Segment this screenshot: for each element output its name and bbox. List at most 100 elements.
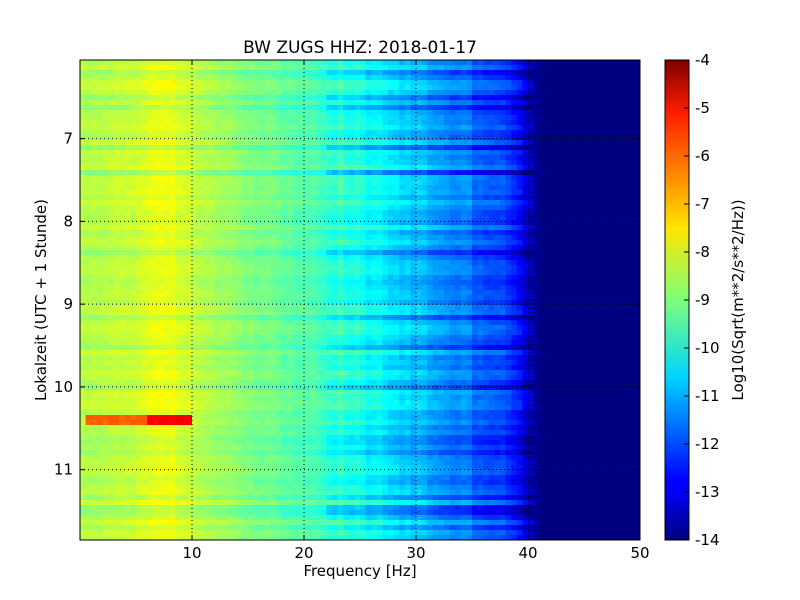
heatmap-cell [539,85,546,91]
heatmap-cell [164,235,171,241]
heatmap-cell [516,120,523,126]
heatmap-cell [208,110,215,116]
heatmap-cell [365,200,372,206]
heatmap-cell [264,60,271,66]
heatmap-cell [242,120,249,126]
heatmap-cell [292,120,299,126]
heatmap-cell [416,60,423,66]
heatmap-cell [147,145,154,151]
heatmap-cell [477,140,484,146]
heatmap-cell [147,100,154,106]
heatmap-cell [606,115,613,121]
heatmap-cell [388,165,395,171]
heatmap-cell [124,205,131,211]
heatmap-cell [421,215,428,221]
heatmap-cell [528,255,535,261]
heatmap-cell [421,230,428,236]
heatmap-cell [169,250,176,256]
heatmap-cell [231,290,238,296]
heatmap-cell [444,230,451,236]
heatmap-cell [550,130,557,136]
heatmap-cell [192,165,199,171]
heatmap-cell [248,195,255,201]
heatmap-cell [382,285,389,291]
heatmap-cell [253,100,260,106]
heatmap-cell [382,200,389,206]
heatmap-cell [264,260,271,266]
heatmap-cell [365,95,372,101]
heatmap-cell [371,210,378,216]
heatmap-cell [427,175,434,181]
heatmap-cell [354,65,361,71]
heatmap-cell [253,260,260,266]
heatmap-cell [315,270,322,276]
heatmap-cell [208,190,215,196]
heatmap-cell [348,145,355,151]
heatmap-cell [449,285,456,291]
heatmap-cell [141,75,148,81]
heatmap-cell [192,305,199,311]
heatmap-cell [108,195,115,201]
heatmap-cell [197,300,204,306]
heatmap-cell [399,205,406,211]
heatmap-cell [511,85,518,91]
heatmap-cell [136,240,143,246]
heatmap-cell [102,290,109,296]
heatmap-cell [455,240,462,246]
heatmap-cell [438,150,445,156]
heatmap-cell [472,80,479,86]
heatmap-cell [253,275,260,281]
heatmap-cell [91,75,98,81]
heatmap-cell [169,215,176,221]
heatmap-cell [399,295,406,301]
heatmap-cell [410,95,417,101]
heatmap-cell [584,60,591,66]
heatmap-cell [589,75,596,81]
heatmap-cell [444,180,451,186]
heatmap-cell [388,235,395,241]
heatmap-cell [332,280,339,286]
heatmap-cell [561,220,568,226]
heatmap-cell [561,150,568,156]
heatmap-cell [617,125,624,131]
heatmap-cell [259,150,266,156]
heatmap-cell [567,220,574,226]
heatmap-cell [186,220,193,226]
heatmap-cell [158,150,165,156]
heatmap-cell [175,300,182,306]
heatmap-cell [91,220,98,226]
heatmap-cell [192,115,199,121]
heatmap-cell [242,160,249,166]
heatmap-cell [427,170,434,176]
heatmap-cell [628,215,635,221]
heatmap-cell [612,250,619,256]
heatmap-cell [539,195,546,201]
heatmap-cell [141,280,148,286]
heatmap-cell [388,95,395,101]
heatmap-cell [589,90,596,96]
heatmap-cell [108,105,115,111]
heatmap-cell [236,200,243,206]
heatmap-cell [472,140,479,146]
heatmap-cell [612,155,619,161]
heatmap-cell [326,270,333,276]
heatmap-cell [287,155,294,161]
heatmap-cell [236,225,243,231]
heatmap-cell [136,305,143,311]
heatmap-cell [634,135,640,141]
heatmap-cell [208,300,215,306]
heatmap-cell [578,105,585,111]
heatmap-cell [483,190,490,196]
heatmap-cell [136,95,143,101]
heatmap-cell [91,275,98,281]
heatmap-cell [180,100,187,106]
heatmap-cell [192,180,199,186]
heatmap-cell [147,90,154,96]
heatmap-cell [595,290,602,296]
heatmap-cell [444,105,451,111]
heatmap-cell [152,120,159,126]
heatmap-cell [186,85,193,91]
heatmap-cell [113,70,120,76]
heatmap-cell [477,65,484,71]
heatmap-cell [460,110,467,116]
